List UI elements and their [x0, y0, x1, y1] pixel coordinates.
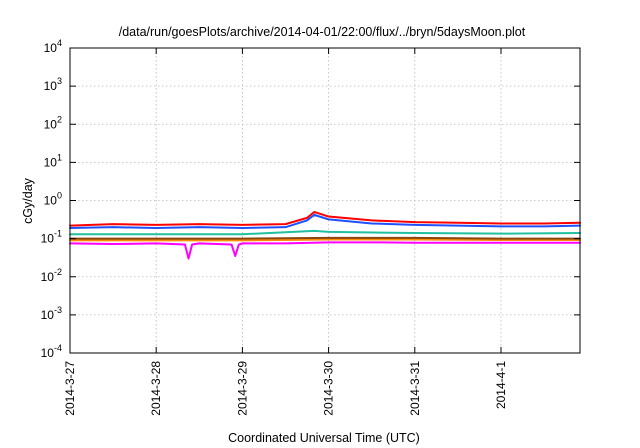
chart-title: /data/run/goesPlots/archive/2014-04-01/2… [119, 25, 526, 39]
y-tick-label: 10-4 [41, 343, 62, 360]
y-tick-label: 102 [44, 114, 62, 131]
series-line [69, 210, 581, 227]
y-tick-label: 10-3 [41, 305, 62, 322]
series-line [69, 241, 581, 260]
series-line [69, 238, 581, 242]
y-tick-label: 10-1 [41, 229, 62, 246]
series-line [69, 229, 581, 236]
x-tick-label: 2014-4-1 [494, 361, 508, 409]
series-line [69, 236, 581, 240]
y-tick-label: 104 [44, 38, 62, 55]
y-tick-label: 103 [44, 76, 62, 93]
series-group [69, 210, 581, 260]
y-tick-label: 100 [44, 191, 62, 208]
x-tick-label: 2014-3-28 [149, 361, 163, 416]
ticks: 10-4 10-3 10-2 10-1 100 101 102 103 104 2014-3-27… [41, 38, 580, 416]
x-tick-label: 2014-3-31 [408, 361, 422, 416]
y-tick-label: 101 [44, 152, 62, 169]
x-tick-label: 2014-3-27 [63, 361, 77, 416]
x-tick-label: 2014-3-29 [235, 361, 249, 416]
x-axis-label: Coordinated Universal Time (UTC) [228, 431, 420, 445]
series-line [69, 213, 581, 229]
x-tick-label: 2014-3-30 [322, 361, 336, 416]
y-axis-label: cGy/day [21, 177, 35, 224]
y-tick-label: 10-2 [41, 267, 62, 284]
